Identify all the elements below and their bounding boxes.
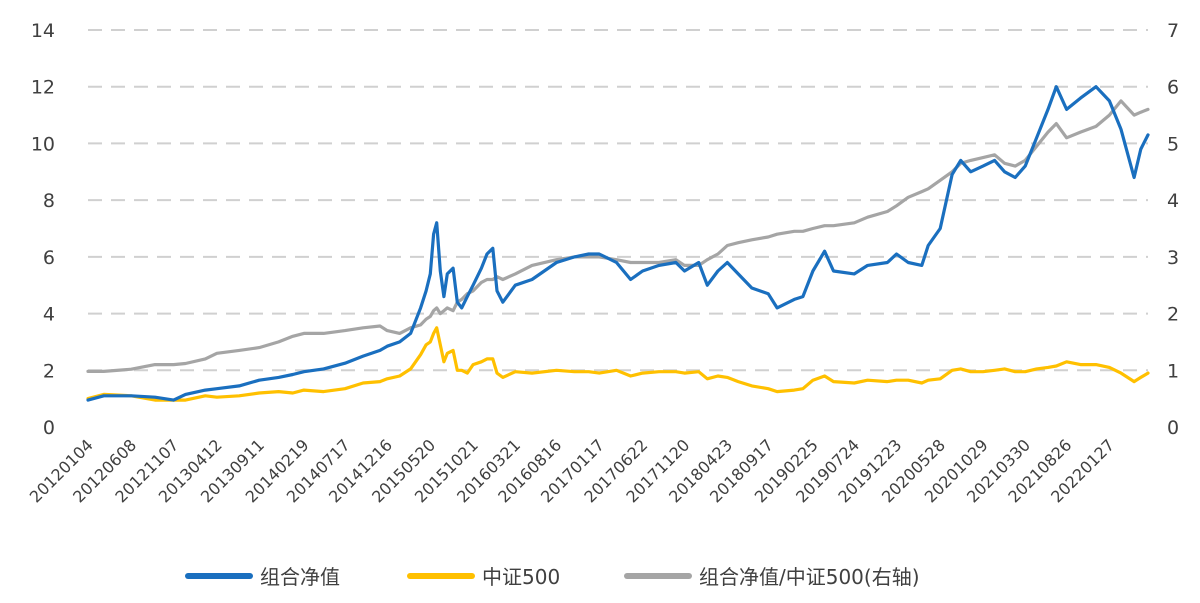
gridlines (88, 29, 1148, 372)
series-line-0 (86, 85, 1150, 402)
series-line-2 (86, 99, 1150, 373)
legend-label-2: 组合净值/中证500(右轴) (699, 565, 920, 589)
y-left-tick-label: 12 (31, 77, 55, 99)
y-left-tick-label: 14 (31, 20, 55, 42)
y-left-tick-label: 4 (43, 304, 55, 326)
left-y-axis: 0 2 4 6 8 10 12 14 (31, 20, 55, 439)
x-axis: 2012010420120608201211072013041220130911… (26, 435, 1118, 506)
y-right-tick-label: 1 (1167, 360, 1179, 382)
legend: 组合净值 中证500 组合净值/中证500(右轴) (185, 565, 920, 589)
legend-label-0: 组合净值 (260, 565, 340, 589)
y-left-tick-label: 8 (43, 190, 55, 212)
y-right-tick-label: 6 (1167, 77, 1179, 99)
y-right-tick-label: 5 (1167, 133, 1179, 155)
y-left-tick-label: 2 (43, 360, 55, 382)
series-line-1 (86, 326, 1150, 402)
y-left-tick-label: 10 (31, 133, 55, 155)
y-right-tick-label: 4 (1167, 190, 1179, 212)
y-right-tick-label: 3 (1167, 247, 1179, 269)
y-right-tick-label: 2 (1167, 304, 1179, 326)
y-right-tick-label: 0 (1167, 417, 1179, 439)
y-right-tick-label: 7 (1167, 20, 1179, 42)
y-left-tick-label: 6 (43, 247, 55, 269)
right-y-axis: 0 1 2 3 4 5 6 7 (1167, 20, 1179, 439)
series-lines (86, 85, 1150, 402)
y-left-tick-label: 0 (43, 417, 55, 439)
legend-label-1: 中证500 (482, 565, 560, 589)
